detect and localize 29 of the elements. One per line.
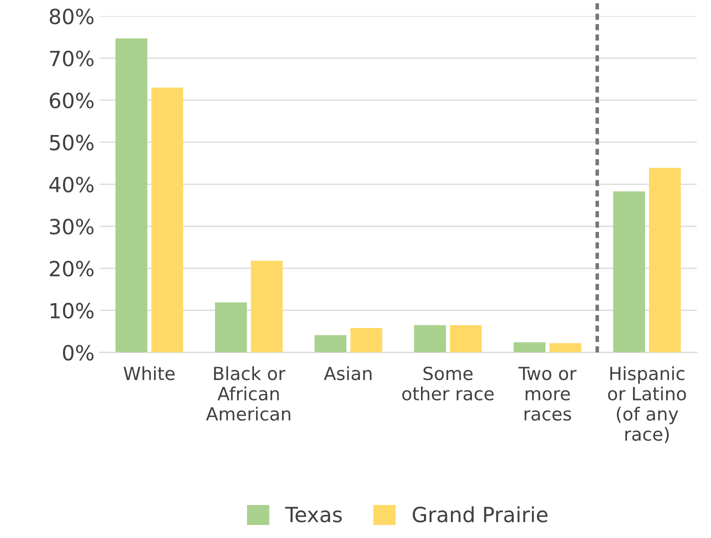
y-tick-label: 60% [50, 92, 94, 108]
x-tick-label: Asian [324, 366, 372, 380]
bar [649, 168, 681, 352]
bar [549, 343, 582, 352]
bar [250, 260, 283, 352]
bar [450, 325, 482, 352]
bar [314, 335, 346, 352]
y-tick-label: 40% [49, 176, 94, 192]
x-tick-label: Hispanic or Latino (of any race) [608, 366, 686, 444]
y-tick-label: 30% [50, 218, 94, 235]
x-tick-label: Two or more races [518, 366, 577, 421]
x-tick-label: White [124, 366, 175, 380]
x-tick-label: Some other race [402, 366, 494, 400]
bar [350, 328, 382, 352]
bar [215, 302, 247, 352]
y-tick-label: 10% [50, 302, 94, 319]
y-tick-label: 80% [50, 8, 94, 24]
legend-label: Grand Prairie [412, 506, 548, 522]
bar [414, 325, 446, 352]
legend-label: Texas [285, 506, 342, 522]
bar [613, 191, 646, 352]
y-tick-label: 20% [50, 260, 94, 277]
y-tick-label: 50% [50, 134, 94, 150]
y-tick-label: 0% [63, 344, 94, 361]
bar [514, 342, 546, 352]
bar [115, 38, 148, 352]
x-tick-label: Black or African American [206, 366, 290, 421]
bar [151, 88, 184, 352]
y-tick-label: 70% [50, 50, 94, 66]
